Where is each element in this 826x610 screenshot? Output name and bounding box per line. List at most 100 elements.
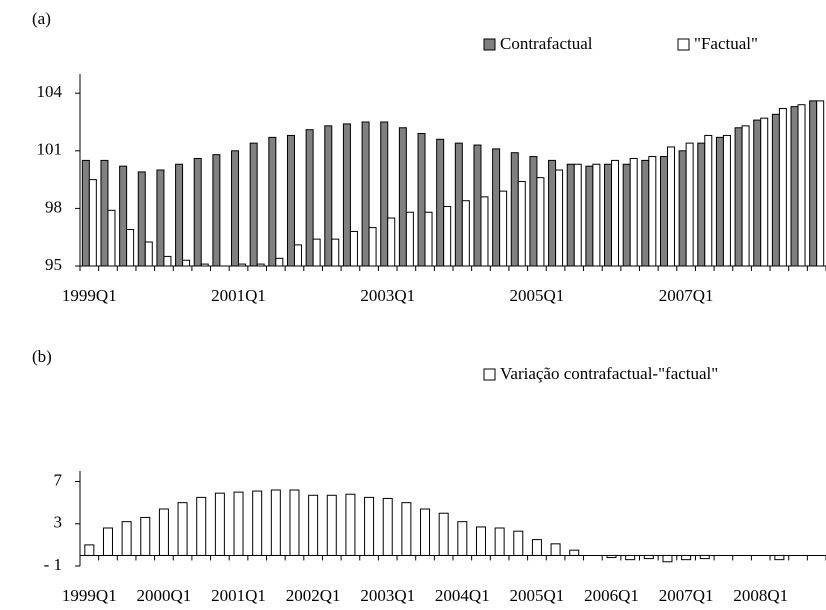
bar	[457, 521, 468, 556]
bar	[573, 163, 582, 267]
bar	[368, 227, 377, 267]
bar	[678, 150, 687, 267]
bar	[662, 554, 673, 563]
bar	[492, 148, 501, 267]
bar	[648, 156, 657, 267]
bar	[659, 156, 668, 267]
bar	[760, 117, 769, 267]
bar	[212, 154, 221, 267]
bar	[494, 527, 505, 556]
x-tick-label: 1999Q1	[62, 286, 117, 305]
x-tick-label: 2007Q1	[659, 286, 714, 305]
bar	[100, 159, 109, 267]
bar	[809, 100, 818, 267]
bar	[424, 211, 433, 267]
x-tick-label: 2004Q1	[435, 586, 490, 605]
bar	[144, 241, 153, 267]
x-tick-label: 2001Q1	[211, 586, 266, 605]
bar	[741, 125, 750, 267]
bar	[196, 496, 207, 556]
y-tick-label: 7	[54, 470, 63, 489]
legend-label: Contrafactual	[500, 34, 593, 53]
bar	[233, 491, 244, 556]
bar	[697, 142, 706, 267]
bar	[517, 181, 526, 267]
bar	[473, 144, 482, 267]
bar	[84, 544, 95, 556]
bar	[611, 159, 620, 267]
bar	[312, 238, 321, 267]
bar	[622, 163, 631, 267]
bar	[536, 177, 545, 267]
bar	[666, 146, 675, 267]
bar	[156, 169, 165, 267]
x-tick-label: 2008Q1	[733, 586, 788, 605]
bar	[345, 493, 356, 556]
bar	[126, 229, 135, 267]
bar	[569, 549, 580, 556]
bar	[436, 138, 445, 267]
bar	[81, 159, 90, 267]
bar	[88, 179, 97, 267]
bar	[364, 496, 375, 556]
legend-label: "Factual"	[694, 34, 758, 53]
bar	[529, 156, 538, 267]
x-tick-label: 2002Q1	[286, 586, 341, 605]
bar	[555, 169, 564, 267]
bar	[510, 152, 519, 267]
x-tick-label: 2006Q1	[584, 586, 639, 605]
bar	[326, 494, 337, 556]
bar	[797, 104, 806, 267]
bar	[685, 142, 694, 267]
bar	[625, 554, 636, 561]
y-tick-label: 104	[37, 82, 63, 101]
bar	[200, 263, 209, 267]
y-tick-label: 101	[37, 140, 63, 159]
x-tick-label: 2007Q1	[659, 586, 714, 605]
bar	[102, 527, 113, 556]
bar	[342, 123, 351, 267]
panel-label: (b)	[32, 347, 52, 366]
bar	[629, 157, 638, 267]
bar	[790, 106, 799, 267]
bar	[275, 257, 284, 267]
bar	[681, 554, 692, 561]
bar	[592, 163, 601, 267]
bar	[417, 133, 426, 267]
y-tick-label: 3	[54, 513, 63, 532]
bar	[548, 159, 557, 267]
bar	[771, 113, 780, 267]
bar	[475, 526, 486, 556]
bar	[121, 521, 132, 556]
bar	[734, 127, 743, 267]
bar	[158, 508, 169, 556]
bar	[753, 119, 762, 267]
bar	[289, 489, 300, 556]
bar	[256, 263, 265, 267]
y-tick-label: 95	[45, 255, 62, 274]
x-tick-label: 2001Q1	[211, 286, 266, 305]
bar	[308, 494, 319, 556]
bar	[606, 554, 617, 559]
bar	[704, 134, 713, 267]
bar	[641, 159, 650, 267]
bar	[163, 255, 172, 267]
legend-label: Variação contrafactual-"factual"	[500, 364, 718, 383]
bar	[438, 512, 449, 556]
x-tick-label: 2005Q1	[510, 586, 565, 605]
bar	[214, 492, 225, 556]
bar	[252, 490, 263, 556]
bar	[293, 244, 302, 267]
legend-swatch	[677, 38, 690, 51]
bar	[231, 150, 240, 267]
bar	[268, 136, 277, 267]
bar	[137, 171, 146, 267]
bar	[249, 142, 258, 267]
bar	[119, 165, 128, 267]
bar	[454, 142, 463, 267]
x-tick-label: 2000Q1	[137, 586, 192, 605]
bar	[513, 530, 524, 556]
bar	[585, 165, 594, 267]
bar	[387, 217, 396, 267]
